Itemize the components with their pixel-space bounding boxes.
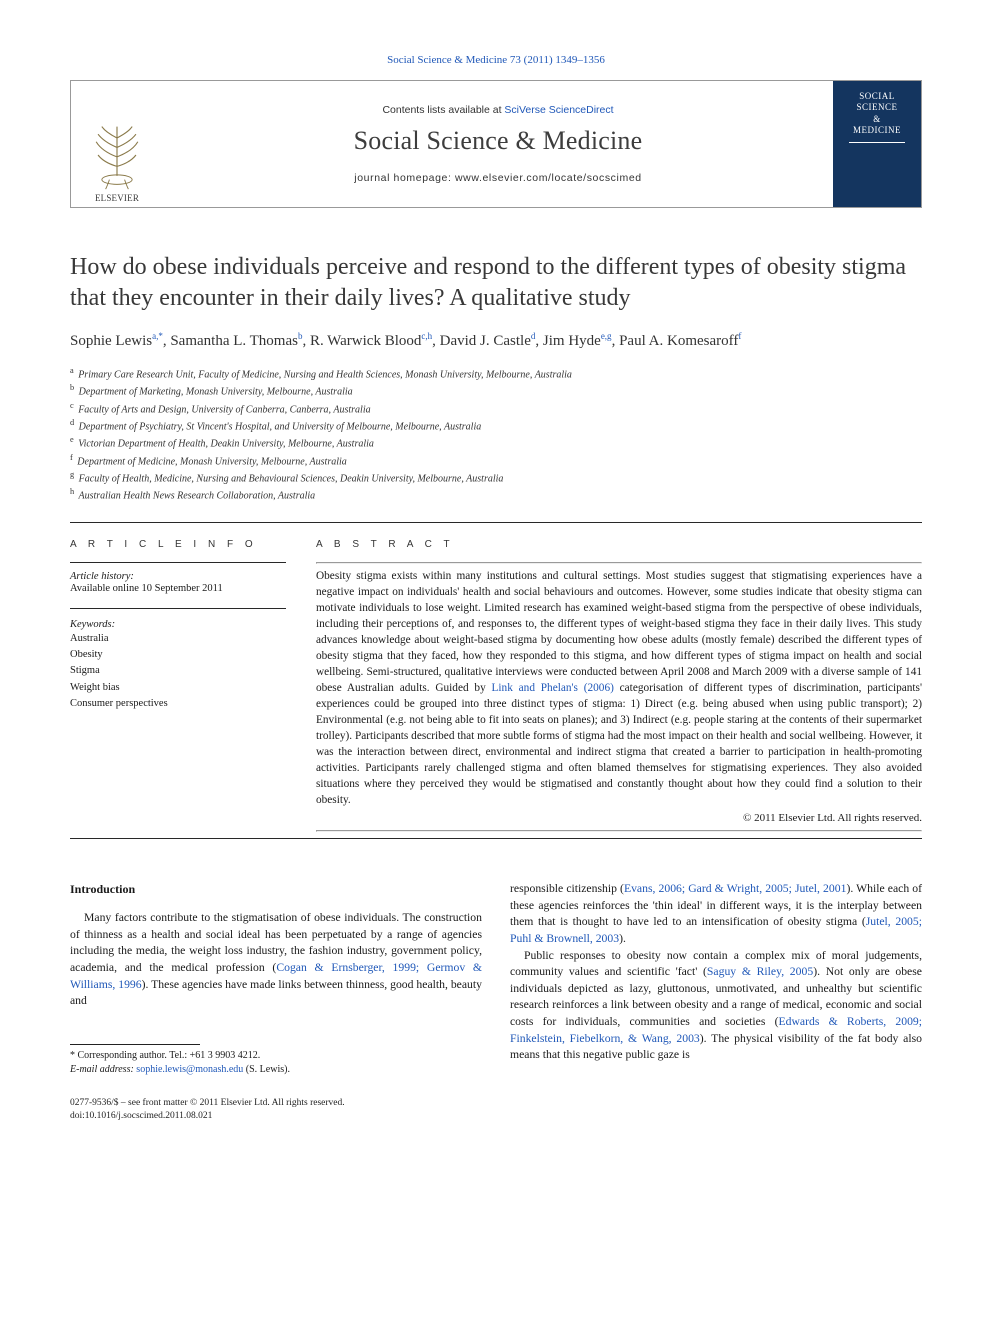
keyword: Australia [70, 631, 286, 647]
front-matter-line: 0277-9536/$ – see front matter © 2011 El… [70, 1097, 922, 1110]
running-head: Social Science & Medicine 73 (2011) 1349… [70, 54, 922, 66]
abstract-text: Obesity stigma exists within many instit… [316, 568, 922, 808]
author-affiliation-sup: d [531, 331, 536, 341]
footnote-rule [70, 1044, 200, 1045]
author: Samantha L. Thomasb [170, 333, 302, 349]
keywords-label: Keywords: [70, 619, 286, 630]
author: Paul A. Komesarofff [619, 333, 741, 349]
corresponding-author: * Corresponding author. Tel.: +61 3 9903… [70, 1049, 482, 1063]
keyword: Stigma [70, 663, 286, 679]
divider [316, 830, 922, 832]
divider [70, 608, 286, 609]
right-column: responsible citizenship (Evans, 2006; Ga… [510, 881, 922, 1077]
author: R. Warwick Bloodc,h [310, 333, 432, 349]
body-paragraph: Public responses to obesity now contain … [510, 948, 922, 1064]
author: Jim Hydee,g [543, 333, 612, 349]
affiliation: f Department of Medicine, Monash Univers… [70, 452, 922, 469]
author-affiliation-sup: f [738, 331, 741, 341]
citation-link[interactable]: Evans, 2006; Gard & Wright, 2005; Jutel,… [624, 882, 847, 895]
affiliation: g Faculty of Health, Medicine, Nursing a… [70, 469, 922, 486]
citation-link[interactable]: Link and Phelan's (2006) [492, 682, 614, 694]
divider [316, 562, 922, 564]
footnotes: * Corresponding author. Tel.: +61 3 9903… [70, 1044, 482, 1077]
divider [70, 562, 286, 563]
journal-banner: ELSEVIER Contents lists available at Sci… [70, 80, 922, 208]
body-paragraph: responsible citizenship (Evans, 2006; Ga… [510, 881, 922, 947]
affiliation: a Primary Care Research Unit, Faculty of… [70, 365, 922, 382]
body-paragraph: Many factors contribute to the stigmatis… [70, 910, 482, 1010]
publisher-logo-block: ELSEVIER [71, 81, 163, 207]
abstract-label: A B S T R A C T [316, 539, 922, 550]
divider [70, 522, 922, 523]
abstract-column: A B S T R A C T Obesity stigma exists wi… [316, 529, 922, 832]
affiliation: c Faculty of Arts and Design, University… [70, 400, 922, 417]
email-line: E-mail address: sophie.lewis@monash.edu … [70, 1063, 482, 1077]
affiliation: h Australian Health News Research Collab… [70, 486, 922, 503]
publisher-name: ELSEVIER [95, 193, 139, 203]
affiliations: a Primary Care Research Unit, Faculty of… [70, 365, 922, 504]
sciencedirect-link[interactable]: SciVerse ScienceDirect [504, 104, 613, 116]
homepage-line: journal homepage: www.elsevier.com/locat… [354, 172, 641, 184]
divider [70, 838, 922, 839]
footer-meta: 0277-9536/$ – see front matter © 2011 El… [70, 1097, 922, 1123]
citation-link[interactable]: Social Science & Medicine 73 (2011) 1349… [387, 54, 605, 66]
article-info-column: A R T I C L E I N F O Article history: A… [70, 529, 286, 832]
cover-title: SOCIAL SCIENCE & MEDICINE [853, 91, 901, 136]
journal-cover: SOCIAL SCIENCE & MEDICINE [833, 81, 921, 207]
section-heading: Introduction [70, 881, 482, 898]
history-text: Available online 10 September 2011 [70, 583, 286, 594]
article-info-label: A R T I C L E I N F O [70, 539, 286, 550]
affiliation: d Department of Psychiatry, St Vincent's… [70, 417, 922, 434]
email-link[interactable]: sophie.lewis@monash.edu [136, 1064, 243, 1075]
doi-line: doi:10.1016/j.socscimed.2011.08.021 [70, 1110, 922, 1123]
author-affiliation-sup: c,h [421, 331, 432, 341]
author: David J. Castled [440, 333, 536, 349]
homepage-url[interactable]: www.elsevier.com/locate/socscimed [455, 172, 642, 184]
keyword: Consumer perspectives [70, 696, 286, 712]
author-affiliation-sup: b [298, 331, 303, 341]
journal-name: Social Science & Medicine [354, 126, 643, 156]
article-title: How do obese individuals perceive and re… [70, 252, 922, 314]
contents-line: Contents lists available at SciVerse Sci… [382, 104, 613, 116]
keyword: Obesity [70, 647, 286, 663]
affiliation: e Victorian Department of Health, Deakin… [70, 434, 922, 451]
author: Sophie Lewisa,* [70, 333, 163, 349]
citation-link[interactable]: Saguy & Riley, 2005 [707, 965, 813, 978]
body-columns: Introduction Many factors contribute to … [70, 881, 922, 1077]
keyword: Weight bias [70, 680, 286, 696]
abstract-copyright: © 2011 Elsevier Ltd. All rights reserved… [316, 812, 922, 824]
keywords-list: AustraliaObesityStigmaWeight biasConsume… [70, 631, 286, 712]
banner-center: Contents lists available at SciVerse Sci… [163, 81, 833, 207]
history-label: Article history: [70, 571, 286, 582]
author-affiliation-sup: a,* [152, 331, 163, 341]
author-affiliation-sup: e,g [601, 331, 612, 341]
affiliation: b Department of Marketing, Monash Univer… [70, 382, 922, 399]
left-column: Introduction Many factors contribute to … [70, 881, 482, 1077]
author-list: Sophie Lewisa,*, Samantha L. Thomasb, R.… [70, 330, 922, 353]
elsevier-tree-icon [88, 119, 146, 191]
cover-rule [849, 142, 905, 143]
